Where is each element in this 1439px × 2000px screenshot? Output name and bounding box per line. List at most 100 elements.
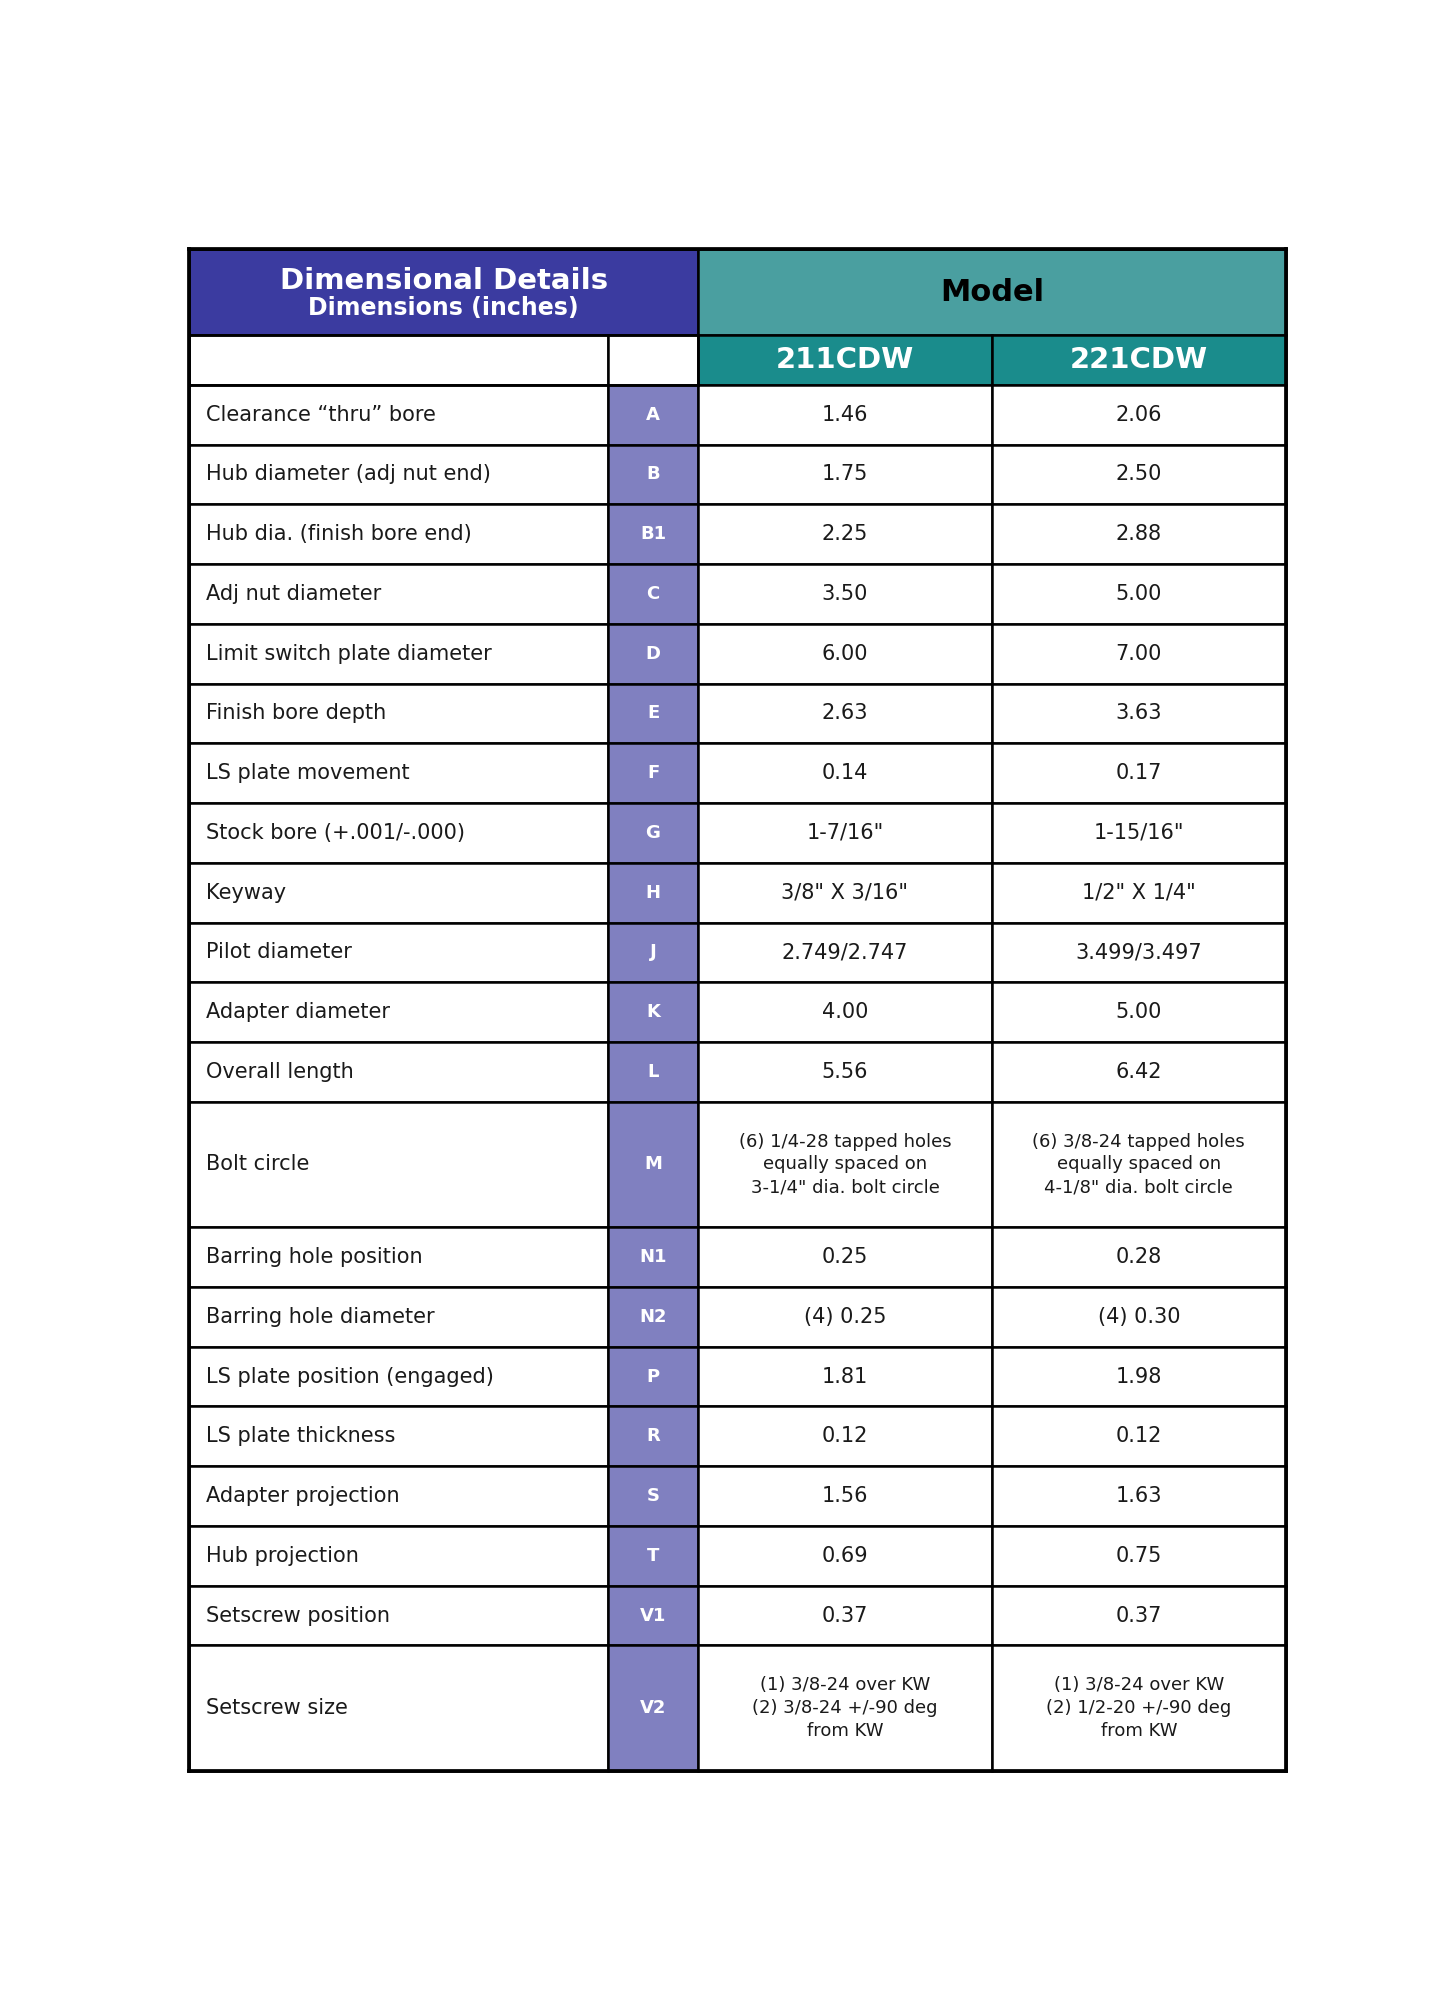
Bar — [698, 1346, 991, 1406]
Bar — [609, 624, 698, 684]
Text: N1: N1 — [639, 1248, 666, 1266]
Bar — [609, 444, 698, 504]
Text: H: H — [646, 884, 661, 902]
Bar — [609, 982, 698, 1042]
Bar — [991, 862, 1286, 922]
Text: 0.12: 0.12 — [1115, 1426, 1163, 1446]
Text: 0.75: 0.75 — [1115, 1546, 1163, 1566]
Bar — [991, 624, 1286, 684]
Bar — [189, 1406, 609, 1466]
Bar — [698, 504, 991, 564]
Text: V2: V2 — [640, 1700, 666, 1718]
Text: 3/8" X 3/16": 3/8" X 3/16" — [781, 882, 908, 902]
Text: 2.63: 2.63 — [822, 704, 868, 724]
Text: 2.50: 2.50 — [1115, 464, 1163, 484]
Bar — [698, 250, 1286, 336]
Text: 1.56: 1.56 — [822, 1486, 868, 1506]
Text: M: M — [645, 1156, 662, 1174]
Bar — [609, 1586, 698, 1646]
Text: G: G — [646, 824, 661, 842]
Bar — [609, 1466, 698, 1526]
Text: LS plate thickness: LS plate thickness — [206, 1426, 396, 1446]
Text: Dimensional Details: Dimensional Details — [279, 268, 607, 296]
Bar — [698, 1042, 991, 1102]
Text: K: K — [646, 1004, 661, 1022]
Bar — [609, 744, 698, 804]
Bar — [991, 444, 1286, 504]
Bar — [609, 1526, 698, 1586]
Bar — [609, 1406, 698, 1466]
Text: 0.28: 0.28 — [1115, 1248, 1161, 1268]
Bar — [698, 1586, 991, 1646]
Text: 5.00: 5.00 — [1115, 584, 1163, 604]
Text: 6.00: 6.00 — [822, 644, 868, 664]
Text: LS plate position (engaged): LS plate position (engaged) — [206, 1366, 494, 1386]
Bar — [991, 1346, 1286, 1406]
Bar — [698, 982, 991, 1042]
Bar — [991, 564, 1286, 624]
Bar — [698, 1228, 991, 1286]
Bar — [609, 922, 698, 982]
Bar — [991, 1228, 1286, 1286]
Text: Adapter projection: Adapter projection — [206, 1486, 400, 1506]
Text: 1.63: 1.63 — [1115, 1486, 1163, 1506]
Text: 3.63: 3.63 — [1115, 704, 1163, 724]
Text: 0.69: 0.69 — [822, 1546, 868, 1566]
Bar — [609, 504, 698, 564]
Bar — [698, 684, 991, 744]
Bar — [698, 1406, 991, 1466]
Text: Limit switch plate diameter: Limit switch plate diameter — [206, 644, 492, 664]
Bar — [609, 804, 698, 862]
Text: 3.50: 3.50 — [822, 584, 868, 604]
Bar — [698, 1466, 991, 1526]
Text: 5.00: 5.00 — [1115, 1002, 1163, 1022]
Text: 2.749/2.747: 2.749/2.747 — [781, 942, 908, 962]
Bar — [189, 1466, 609, 1526]
Text: 1.98: 1.98 — [1115, 1366, 1163, 1386]
Text: 6.42: 6.42 — [1115, 1062, 1163, 1082]
Text: 221CDW: 221CDW — [1069, 346, 1207, 374]
Text: Hub projection: Hub projection — [206, 1546, 360, 1566]
Text: Bolt circle: Bolt circle — [206, 1154, 309, 1174]
Text: Setscrew position: Setscrew position — [206, 1606, 390, 1626]
Bar — [609, 684, 698, 744]
Text: 1-7/16": 1-7/16" — [806, 822, 884, 842]
Text: V1: V1 — [640, 1606, 666, 1624]
Text: C: C — [646, 584, 659, 602]
Bar — [991, 1102, 1286, 1228]
Bar — [991, 922, 1286, 982]
Bar — [991, 1286, 1286, 1346]
Text: Model: Model — [940, 278, 1043, 306]
Bar — [991, 504, 1286, 564]
Bar — [189, 250, 698, 336]
Text: Adj nut diameter: Adj nut diameter — [206, 584, 381, 604]
Text: F: F — [648, 764, 659, 782]
Bar — [991, 1526, 1286, 1586]
Text: 1.81: 1.81 — [822, 1366, 868, 1386]
Bar — [189, 444, 609, 504]
Bar — [991, 1466, 1286, 1526]
Text: 4.00: 4.00 — [822, 1002, 868, 1022]
Bar — [698, 1286, 991, 1346]
Text: Stock bore (+.001/-.000): Stock bore (+.001/-.000) — [206, 822, 465, 842]
Text: Adapter diameter: Adapter diameter — [206, 1002, 390, 1022]
Bar — [698, 336, 991, 384]
Bar — [189, 384, 609, 444]
Bar — [189, 804, 609, 862]
Bar — [698, 744, 991, 804]
Bar — [189, 624, 609, 684]
Text: LS plate movement: LS plate movement — [206, 764, 410, 784]
Bar — [189, 1228, 609, 1286]
Bar — [189, 1586, 609, 1646]
Text: (6) 1/4-28 tapped holes
equally spaced on
3-1/4" dia. bolt circle: (6) 1/4-28 tapped holes equally spaced o… — [738, 1132, 951, 1196]
Bar — [991, 336, 1286, 384]
Bar — [609, 1286, 698, 1346]
Bar — [609, 862, 698, 922]
Bar — [991, 1646, 1286, 1770]
Bar — [189, 336, 609, 384]
Text: J: J — [649, 944, 656, 962]
Bar — [698, 1646, 991, 1770]
Bar — [189, 982, 609, 1042]
Text: P: P — [646, 1368, 659, 1386]
Text: 211CDW: 211CDW — [776, 346, 914, 374]
